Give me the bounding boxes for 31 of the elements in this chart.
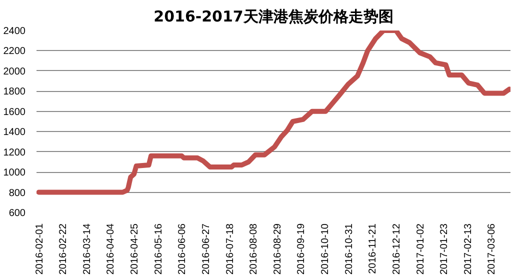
x-tick-label: 2016-02-22	[58, 223, 70, 275]
x-tick-label: 2016-06-27	[200, 223, 212, 275]
x-tick-label: 2017-02-13	[462, 223, 474, 275]
y-tick-label: 2400	[3, 26, 26, 37]
x-tick-label: 2016-06-06	[177, 223, 188, 275]
x-tick-label: 2016-10-10	[320, 223, 332, 275]
x-tick-label: 2016-03-14	[82, 223, 93, 275]
x-tick-label: 2016-04-25	[130, 223, 141, 275]
x-tick-label: 2016-12-12	[391, 223, 402, 275]
y-tick-label: 1400	[3, 127, 26, 138]
x-tick-label: 2016-08-08	[248, 223, 260, 275]
x-tick-label: 2016-07-18	[224, 223, 236, 275]
x-tick-label: 2016-10-31	[344, 223, 355, 275]
x-tick-label: 2016-04-04	[106, 223, 117, 275]
y-tick-label: 1800	[3, 86, 26, 98]
x-tick-label: 2016-11-21	[368, 223, 379, 274]
x-tick-label: 2017-03-06	[486, 223, 498, 275]
x-tick-label: 2016-09-19	[296, 223, 308, 275]
y-tick-label: 800	[8, 188, 26, 199]
x-tick-label: 2017-01-23	[439, 223, 450, 275]
y-tick-label: 2200	[3, 46, 26, 58]
y-tick-label: 1000	[3, 168, 26, 179]
y-tick-label: 600	[8, 208, 26, 219]
x-tick-label: 2016-08-29	[272, 223, 284, 275]
y-tick-label: 2000	[3, 66, 26, 78]
y-tick-label: 1600	[3, 106, 26, 118]
x-tick-label: 2017-01-02	[415, 223, 426, 275]
x-tick-label: 2016-02-01	[34, 223, 46, 275]
x-tick-label: 2016-05-16	[153, 223, 164, 275]
chart-title: 2016-2017天津港焦炭价格走势图	[154, 8, 394, 26]
y-tick-label: 1200	[3, 147, 26, 158]
